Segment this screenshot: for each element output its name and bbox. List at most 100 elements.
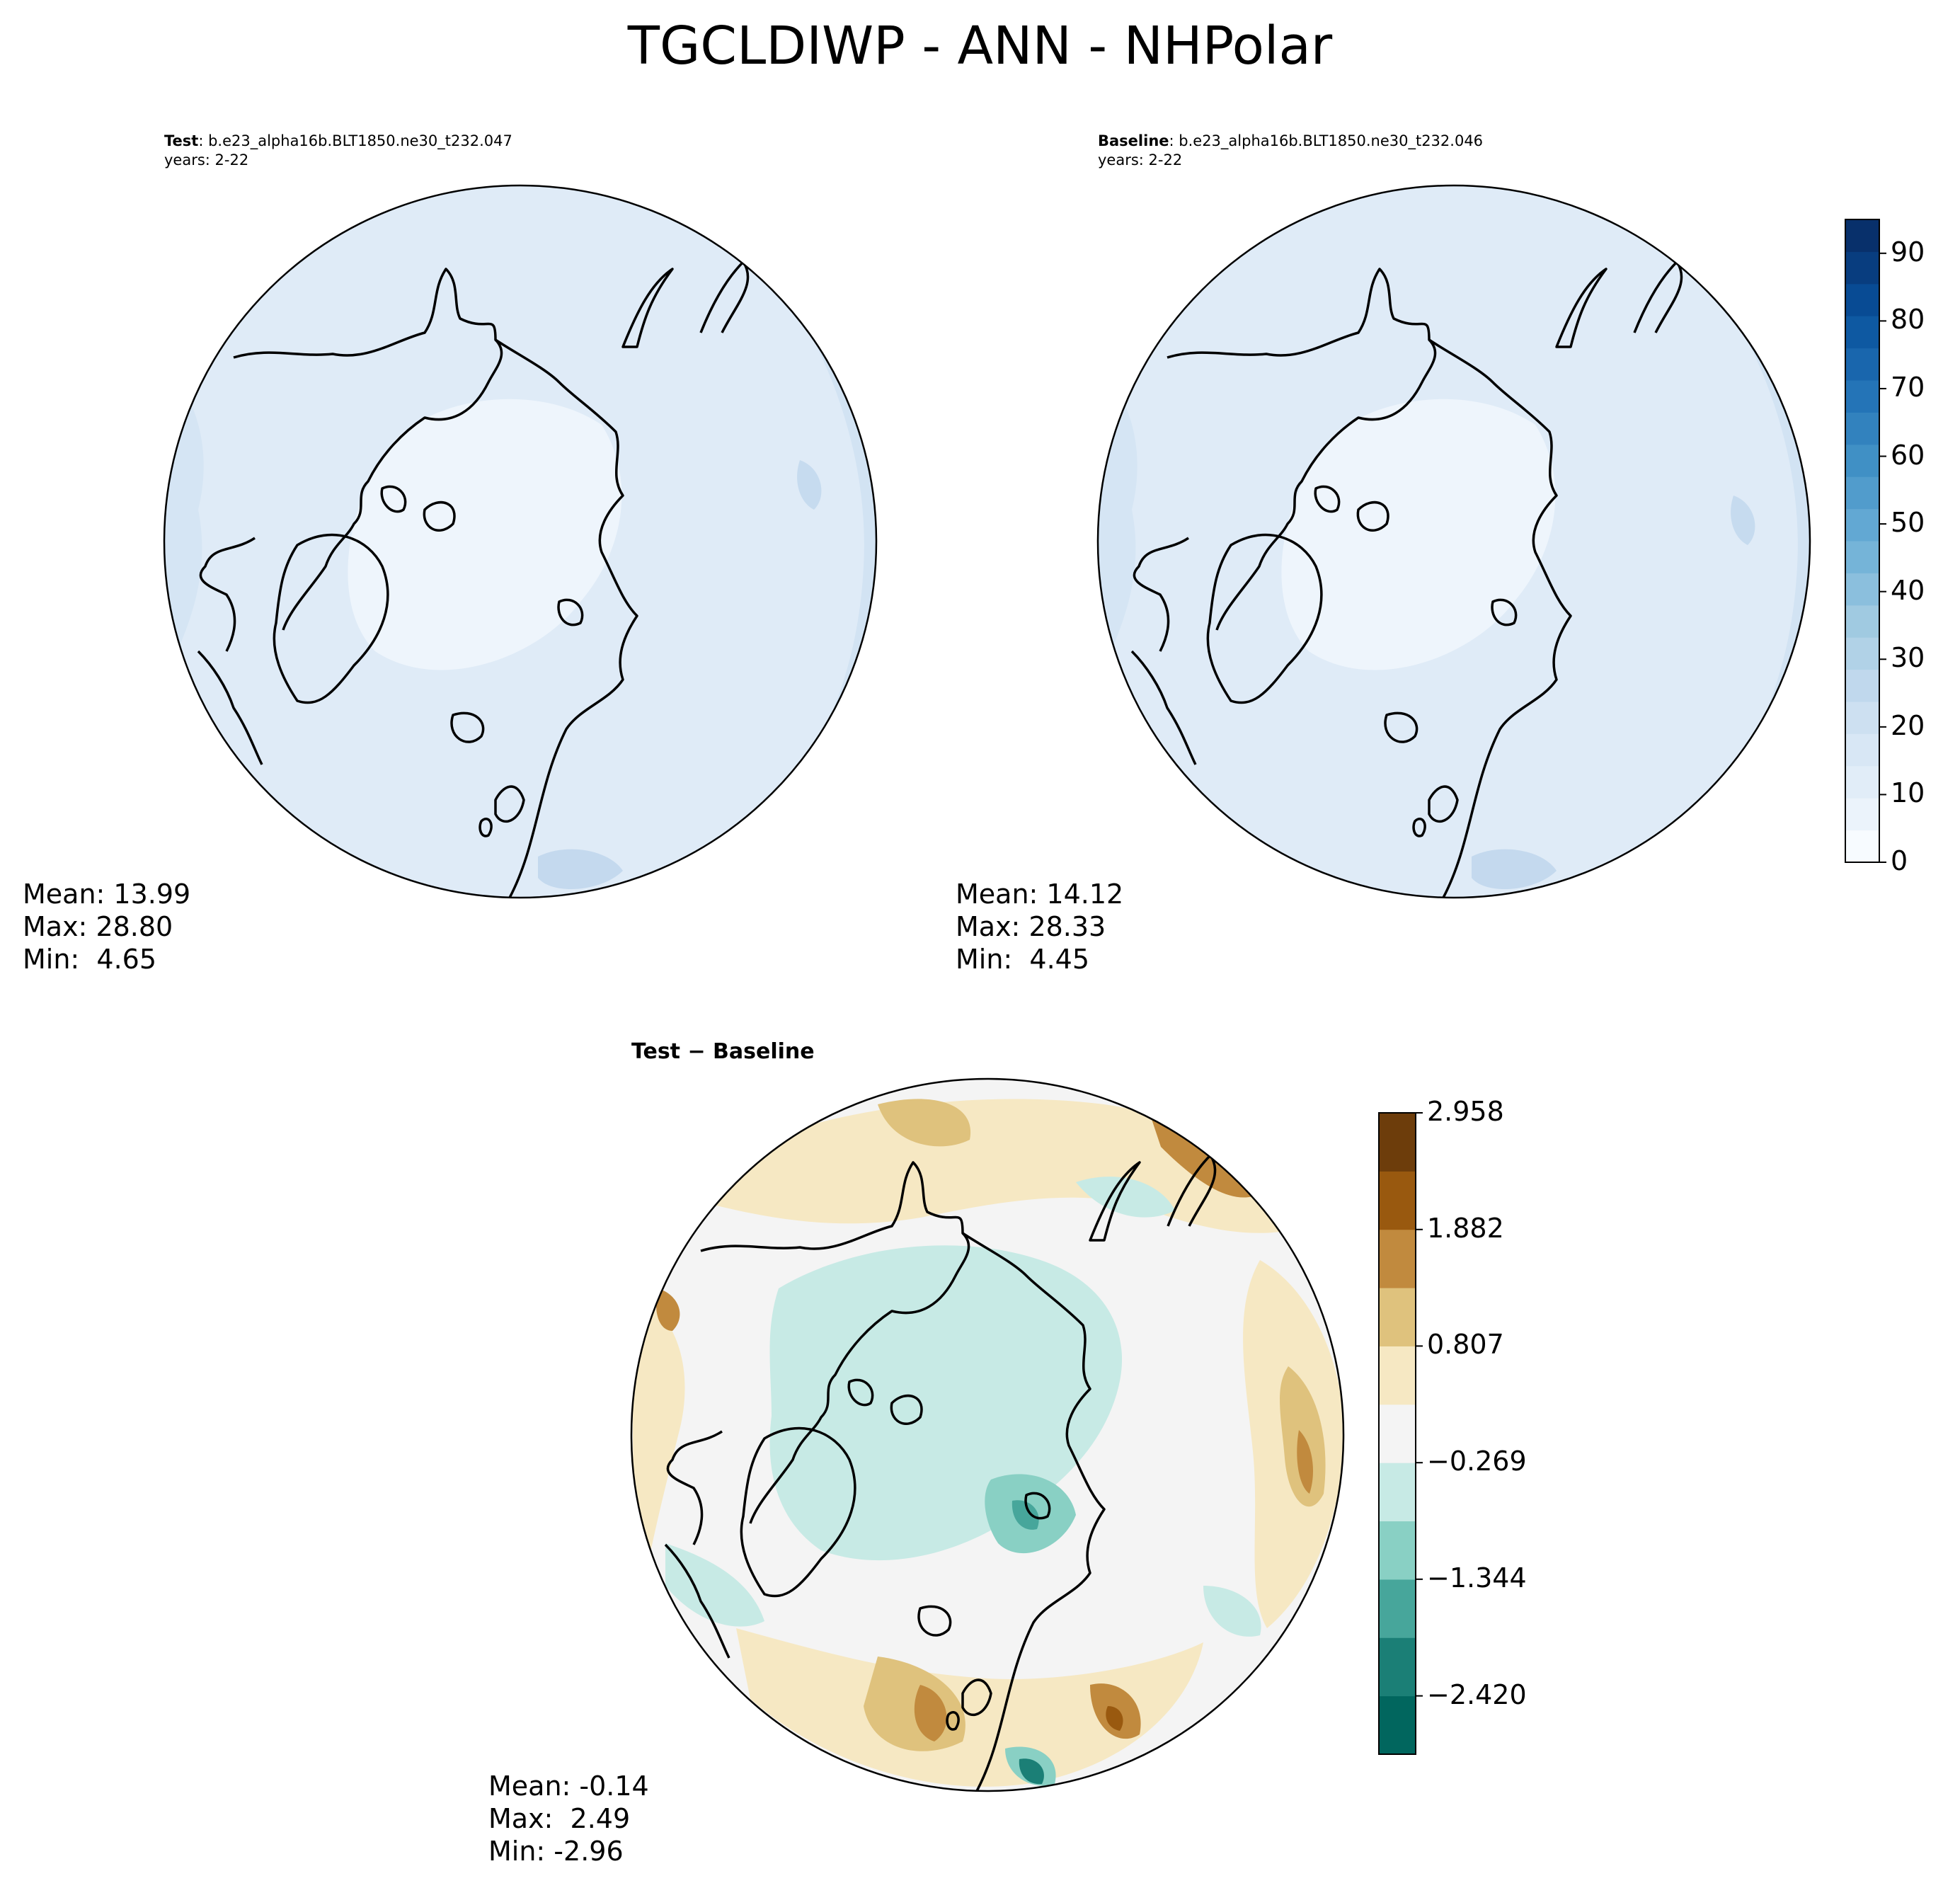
- diff-field-tan-west: [632, 1295, 685, 1586]
- main-colorbar-tick-label: 40: [1891, 574, 1925, 606]
- diff-field-dark-se: [1106, 1706, 1123, 1731]
- diff-colorbar-segment: [1379, 1463, 1416, 1522]
- main-colorbar-segment: [1845, 251, 1879, 285]
- diff-field-teal-se: [1203, 1586, 1261, 1637]
- test-map-boundary: [163, 184, 878, 899]
- diff-panel-header: Test − Baseline: [631, 1039, 815, 1064]
- diff-field-teal-mid-dark: [1011, 1500, 1039, 1530]
- diff-colorbar-tick-label: −0.269: [1427, 1446, 1527, 1477]
- main-colorbar-segment: [1845, 765, 1879, 799]
- baseline-stats: Mean: 14.12 Max: 28.33 Min: 4.45: [956, 878, 1123, 976]
- main-colorbar-segment: [1845, 508, 1879, 542]
- main-colorbar-segment: [1845, 283, 1879, 316]
- test-stat-max: Max: 28.80: [23, 911, 173, 942]
- test-map: [164, 185, 876, 898]
- baseline-header-years: years: 2-22: [1098, 151, 1183, 168]
- main-colorbar-tick-label: 80: [1891, 304, 1925, 336]
- diff-colorbar-tick-label: 1.882: [1427, 1212, 1504, 1244]
- diff-field-brown-west: [655, 1288, 680, 1331]
- main-colorbar-segment: [1845, 669, 1879, 702]
- baseline-stat-mean: Mean: 14.12: [956, 879, 1124, 910]
- main-colorbar-segment: [1845, 444, 1879, 477]
- test-field-left: [164, 368, 204, 680]
- test-field-inner: [348, 399, 622, 670]
- main-colorbar-segment: [1845, 412, 1879, 445]
- diff-colorbar: [1378, 1112, 1423, 1755]
- baseline-stat-min: Min: 4.45: [956, 944, 1089, 975]
- diff-colorbar-segment: [1379, 1695, 1416, 1755]
- baseline-map: [1098, 185, 1810, 898]
- main-colorbar-tick-label: 50: [1891, 507, 1925, 539]
- main-colorbar-segment: [1845, 219, 1879, 252]
- test-stat-mean: Mean: 13.99: [23, 879, 191, 910]
- diff-coastlines: [664, 1154, 1217, 1791]
- diff-colorbar-segment: [1379, 1113, 1416, 1172]
- test-field-east: [797, 460, 822, 510]
- test-header-years: years: 2-22: [164, 151, 249, 168]
- test-field-south: [538, 849, 623, 890]
- main-colorbar-tick-label: 0: [1891, 845, 1908, 876]
- baseline-header-bold: Baseline: [1098, 132, 1169, 149]
- main-colorbar-tick-label: 30: [1891, 642, 1925, 674]
- main-colorbar-frame: [1845, 219, 1880, 863]
- test-header-case: : b.e23_alpha16b.BLT1850.ne30_t232.047: [198, 132, 512, 149]
- diff-colorbar-segment: [1379, 1637, 1416, 1697]
- main-colorbar-tick-label: 10: [1891, 777, 1925, 809]
- main-colorbar-tick-label: 90: [1891, 236, 1925, 268]
- main-colorbar-segment: [1845, 798, 1879, 831]
- main-colorbar: [1845, 219, 1886, 863]
- main-colorbar-tick-label: 60: [1891, 439, 1925, 471]
- diff-field-brown-south: [914, 1685, 947, 1741]
- test-panel-header: Test: b.e23_alpha16b.BLT1850.ne30_t232.0…: [164, 132, 512, 170]
- baseline-field-inner: [1281, 399, 1556, 670]
- main-colorbar-segment: [1845, 380, 1879, 413]
- main-colorbar-tick-label: 20: [1891, 709, 1925, 741]
- main-colorbar-tick-label: 70: [1891, 371, 1925, 403]
- main-colorbar-segment: [1845, 541, 1879, 573]
- main-colorbar-segment: [1845, 830, 1879, 863]
- diff-field-teal-ne: [1076, 1177, 1175, 1218]
- diff-stat-mean: Mean: -0.14: [488, 1770, 649, 1802]
- main-colorbar-segment: [1845, 573, 1879, 606]
- diff-colorbar-tick-label: −2.420: [1427, 1678, 1527, 1710]
- diff-map: [631, 1079, 1343, 1791]
- figure-title: TGCLDIWP - ANN - NHPolar: [627, 16, 1333, 76]
- main-colorbar-segment: [1845, 348, 1879, 381]
- diff-colorbar-segment: [1379, 1346, 1416, 1405]
- diff-colorbar-tick-label: 2.958: [1427, 1096, 1504, 1127]
- diff-colorbar-segment: [1379, 1579, 1416, 1638]
- diff-field-teal-south-dark: [1019, 1758, 1044, 1785]
- baseline-field-east: [1731, 496, 1755, 545]
- diff-colorbar-segment: [1379, 1404, 1416, 1463]
- baseline-stat-max: Max: 28.33: [956, 911, 1106, 942]
- diff-map-boundary: [630, 1077, 1345, 1792]
- diff-colorbar-segment: [1379, 1521, 1416, 1580]
- diff-field-teal-sw: [665, 1543, 764, 1627]
- baseline-header-case: : b.e23_alpha16b.BLT1850.ne30_t232.046: [1169, 132, 1484, 149]
- test-coastlines: [197, 261, 750, 898]
- test-header-bold: Test: [164, 132, 199, 149]
- diff-colorbar-tick-label: 0.807: [1427, 1329, 1504, 1361]
- diff-field-tan-south: [736, 1628, 1203, 1787]
- baseline-panel-header: Baseline: b.e23_alpha16b.BLT1850.ne30_t2…: [1098, 132, 1483, 170]
- main-colorbar-segment: [1845, 637, 1879, 670]
- baseline-map-boundary: [1096, 184, 1811, 899]
- test-stat-min: Min: 4.65: [23, 944, 156, 975]
- diff-colorbar-segment: [1379, 1288, 1416, 1346]
- diff-colorbar-segment: [1379, 1171, 1416, 1230]
- main-colorbar-segment: [1845, 605, 1879, 638]
- baseline-field-left: [1098, 368, 1137, 680]
- diff-field-tan-northbrown: [878, 1099, 971, 1147]
- diff-stat-min: Min: -2.96: [488, 1836, 624, 1867]
- diff-colorbar-segment: [1379, 1229, 1416, 1288]
- diff-field-brown-east: [1297, 1430, 1313, 1494]
- main-colorbar-segment: [1845, 733, 1879, 767]
- main-colorbar-segment: [1845, 476, 1879, 510]
- main-colorbar-segment: [1845, 702, 1879, 734]
- baseline-coastlines: [1130, 261, 1683, 898]
- test-stats: Mean: 13.99 Max: 28.80 Min: 4.65: [23, 878, 190, 976]
- diff-colorbar-tick-label: −1.344: [1427, 1562, 1527, 1594]
- diff-stats: Mean: -0.14 Max: 2.49 Min: -2.96: [488, 1770, 649, 1867]
- diff-stat-max: Max: 2.49: [488, 1803, 631, 1834]
